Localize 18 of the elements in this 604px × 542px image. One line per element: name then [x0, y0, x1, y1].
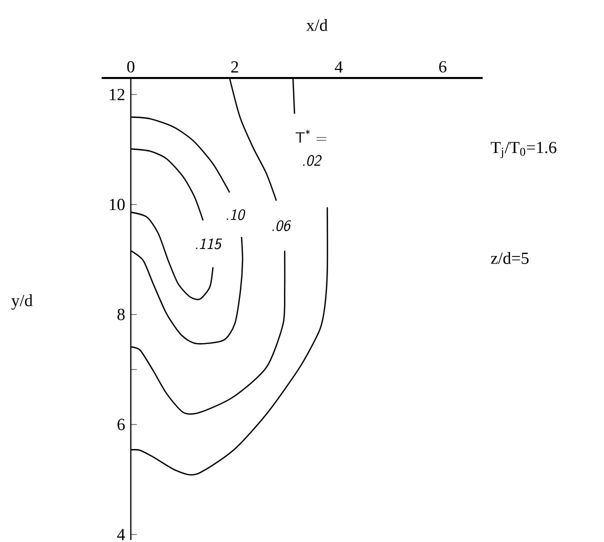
y-axis-title: y/d — [11, 294, 33, 310]
y-tick-label: 4 — [117, 528, 126, 540]
annotation: T$^{*}$ = — [296, 130, 326, 143]
y-tick-label: 10 — [110, 198, 125, 210]
x-tick-label: 2 — [231, 61, 238, 72]
text: z/d=5 — [490, 252, 529, 264]
text: T$_{j}$/T$_{0}$=1.6 — [490, 142, 556, 158]
series-label: .06 — [272, 220, 292, 232]
series-label: .115 — [196, 238, 222, 250]
series-label: .10 — [226, 209, 246, 220]
y-tick-label: 8 — [117, 308, 125, 320]
x-tick-label: 6 — [439, 61, 446, 72]
text: .02 — [303, 155, 322, 166]
y-tick-label: 12 — [110, 88, 124, 100]
x-tick-label: 4 — [334, 61, 343, 72]
x-tick-label: 0 — [127, 61, 134, 72]
y-tick-label: 6 — [118, 418, 125, 430]
x-axis-title: x/d — [306, 19, 328, 31]
